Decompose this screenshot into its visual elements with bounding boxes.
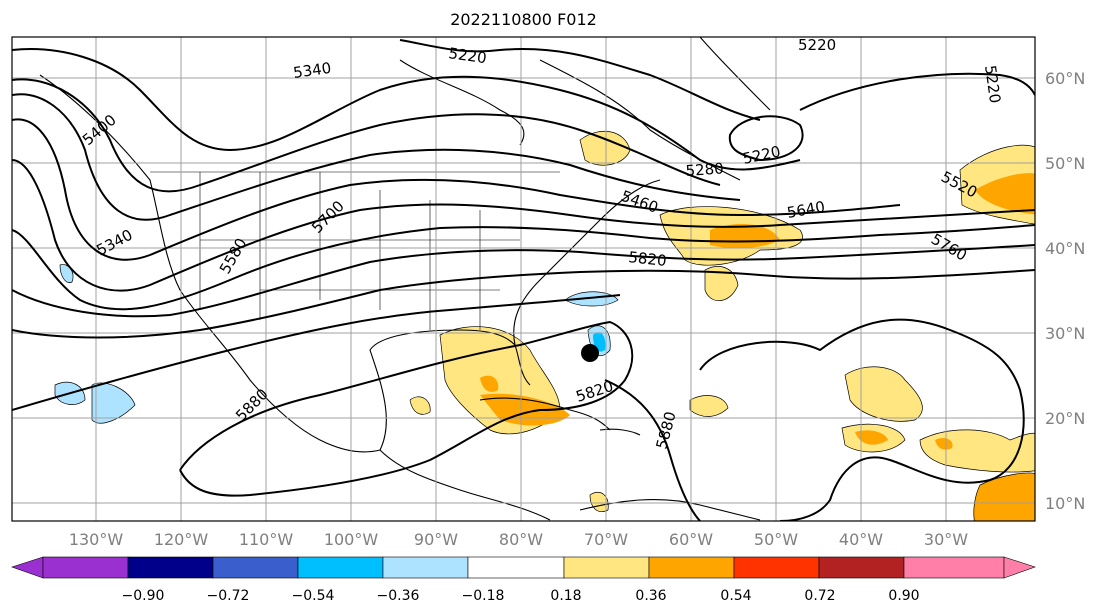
- lat-tick-label: 50°N: [1045, 154, 1085, 173]
- positive-anomaly-region: [975, 173, 1035, 215]
- height-contours: [12, 39, 1035, 521]
- contour-label: 5220: [981, 64, 1004, 104]
- contour-line: [12, 269, 1035, 339]
- cuba: [479, 397, 611, 431]
- contour-label: 5280: [685, 159, 724, 180]
- colorbar-tick-label: −0.54: [292, 588, 335, 604]
- colorbar-tick-label: −0.18: [462, 588, 505, 604]
- lon-tick-label: 30°W: [924, 530, 968, 549]
- colorbar-segment: [467, 556, 565, 579]
- lon-tick-label: 110°W: [239, 530, 294, 549]
- colorbar-tick-labels: −0.90 −0.72 −0.54 −0.36 −0.18 0.18 0.36 …: [122, 588, 920, 604]
- lat-tick-label: 20°N: [1045, 409, 1085, 428]
- contour-line: [12, 159, 1035, 292]
- contour-label: 5820: [628, 248, 668, 270]
- east-coast: [513, 179, 661, 346]
- colorbar-segment: [648, 556, 735, 579]
- storm-center-marker: [581, 344, 599, 362]
- colorbar-segment: [563, 556, 650, 579]
- contour-line: [699, 318, 1025, 521]
- colorbar-tick-label: 0.54: [720, 588, 751, 604]
- colorbar-tick-label: −0.36: [377, 588, 420, 604]
- contour-label: 5340: [292, 59, 332, 82]
- contour-line: [12, 224, 1035, 311]
- contour-line: [799, 72, 1035, 111]
- colorbar-segment: [903, 556, 1005, 579]
- positive-anomaly-region: [704, 266, 739, 301]
- lat-lon-grid: [12, 37, 1035, 521]
- hudson-bay: [399, 59, 525, 146]
- lat-tick-label: 10°N: [1045, 494, 1085, 513]
- map-title: 2022110800 F012: [450, 10, 597, 29]
- lon-tick-label: 90°W: [414, 530, 458, 549]
- map-frame: [11, 36, 1036, 522]
- colorbar-segment: [297, 556, 384, 579]
- colorbar-tick-label: 0.72: [804, 588, 835, 604]
- contour-line: [179, 320, 634, 497]
- contour-line: [12, 118, 901, 261]
- positive-anomaly-region: [844, 366, 923, 422]
- contour-line: [12, 78, 721, 193]
- lon-tick-label: 40°W: [839, 530, 883, 549]
- positive-anomaly-region: [480, 375, 499, 392]
- positive-anomaly-region: [689, 395, 729, 417]
- colorbar-segment: [1003, 556, 1036, 579]
- negative-anomaly-region: [564, 291, 619, 307]
- hispaniola: [599, 428, 641, 436]
- colorbar-segment: [212, 556, 299, 579]
- colorbar-tick-label: 0.90: [888, 588, 919, 604]
- positive-anomaly-region: [409, 396, 431, 415]
- colorbar-tick-label: −0.90: [122, 588, 165, 604]
- greenland: [699, 37, 771, 111]
- colorbar-segment: [818, 556, 905, 579]
- lon-tick-label: 50°W: [754, 530, 798, 549]
- contour-line: [12, 294, 621, 411]
- colorbar-segment: [127, 556, 214, 579]
- central-america: [379, 449, 551, 521]
- longitude-tick-labels: 130°W 120°W 110°W 100°W 90°W 80°W 70°W 6…: [69, 530, 968, 549]
- colorbar-tick-label: −0.72: [207, 588, 250, 604]
- negative-anomaly-region: [59, 264, 74, 283]
- positive-anomaly-region: [935, 437, 953, 450]
- colorbar-segment: [733, 556, 820, 579]
- contour-line: [12, 93, 741, 221]
- positive-anomaly-region: [973, 472, 1035, 521]
- colorbar-segment: [11, 556, 44, 579]
- colorbar-tick-label: 0.18: [550, 588, 581, 604]
- lon-tick-label: 100°W: [324, 530, 379, 549]
- lon-tick-label: 120°W: [154, 530, 209, 549]
- lon-tick-label: 70°W: [584, 530, 628, 549]
- colorbar: [11, 556, 1036, 579]
- lat-tick-label: 60°N: [1045, 69, 1085, 88]
- colorbar-tick-label: 0.36: [635, 588, 666, 604]
- contour-line: [12, 244, 1035, 318]
- colorbar-segment: [42, 556, 129, 579]
- gulf-coast: [369, 329, 531, 451]
- contour-label: 5220: [447, 44, 487, 67]
- lat-tick-label: 40°N: [1045, 239, 1085, 258]
- contour-label: 5220: [798, 36, 836, 54]
- contour-line: [12, 48, 801, 171]
- contour-line: [728, 115, 804, 162]
- latitude-tick-labels: 60°N 50°N 40°N 30°N 20°N 10°N: [1045, 69, 1085, 513]
- lon-tick-label: 80°W: [499, 530, 543, 549]
- positive-anomaly-region: [855, 430, 888, 445]
- lon-tick-label: 130°W: [69, 530, 124, 549]
- lat-tick-label: 30°N: [1045, 324, 1085, 343]
- lon-tick-label: 60°W: [669, 530, 713, 549]
- contour-line: [399, 39, 761, 121]
- contour-line: [604, 379, 701, 521]
- colorbar-segment: [382, 556, 469, 579]
